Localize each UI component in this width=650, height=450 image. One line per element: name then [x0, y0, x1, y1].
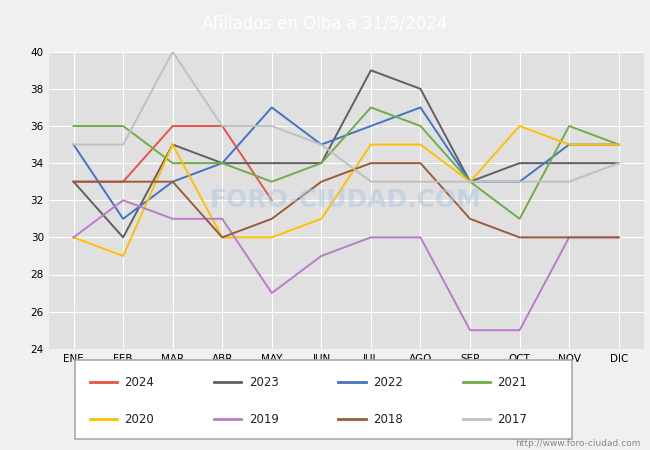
Text: 2022: 2022: [373, 376, 403, 388]
Text: 2024: 2024: [125, 376, 154, 388]
Text: 2020: 2020: [125, 413, 154, 426]
Text: http://www.foro-ciudad.com: http://www.foro-ciudad.com: [515, 439, 640, 448]
Text: FORO-CIUDAD.COM: FORO-CIUDAD.COM: [210, 188, 482, 212]
Text: 2019: 2019: [249, 413, 279, 426]
Text: 2021: 2021: [497, 376, 527, 388]
Text: 2018: 2018: [373, 413, 403, 426]
Text: 2017: 2017: [497, 413, 527, 426]
Text: 2023: 2023: [249, 376, 279, 388]
Text: Afiliados en Olba a 31/5/2024: Afiliados en Olba a 31/5/2024: [202, 14, 448, 33]
